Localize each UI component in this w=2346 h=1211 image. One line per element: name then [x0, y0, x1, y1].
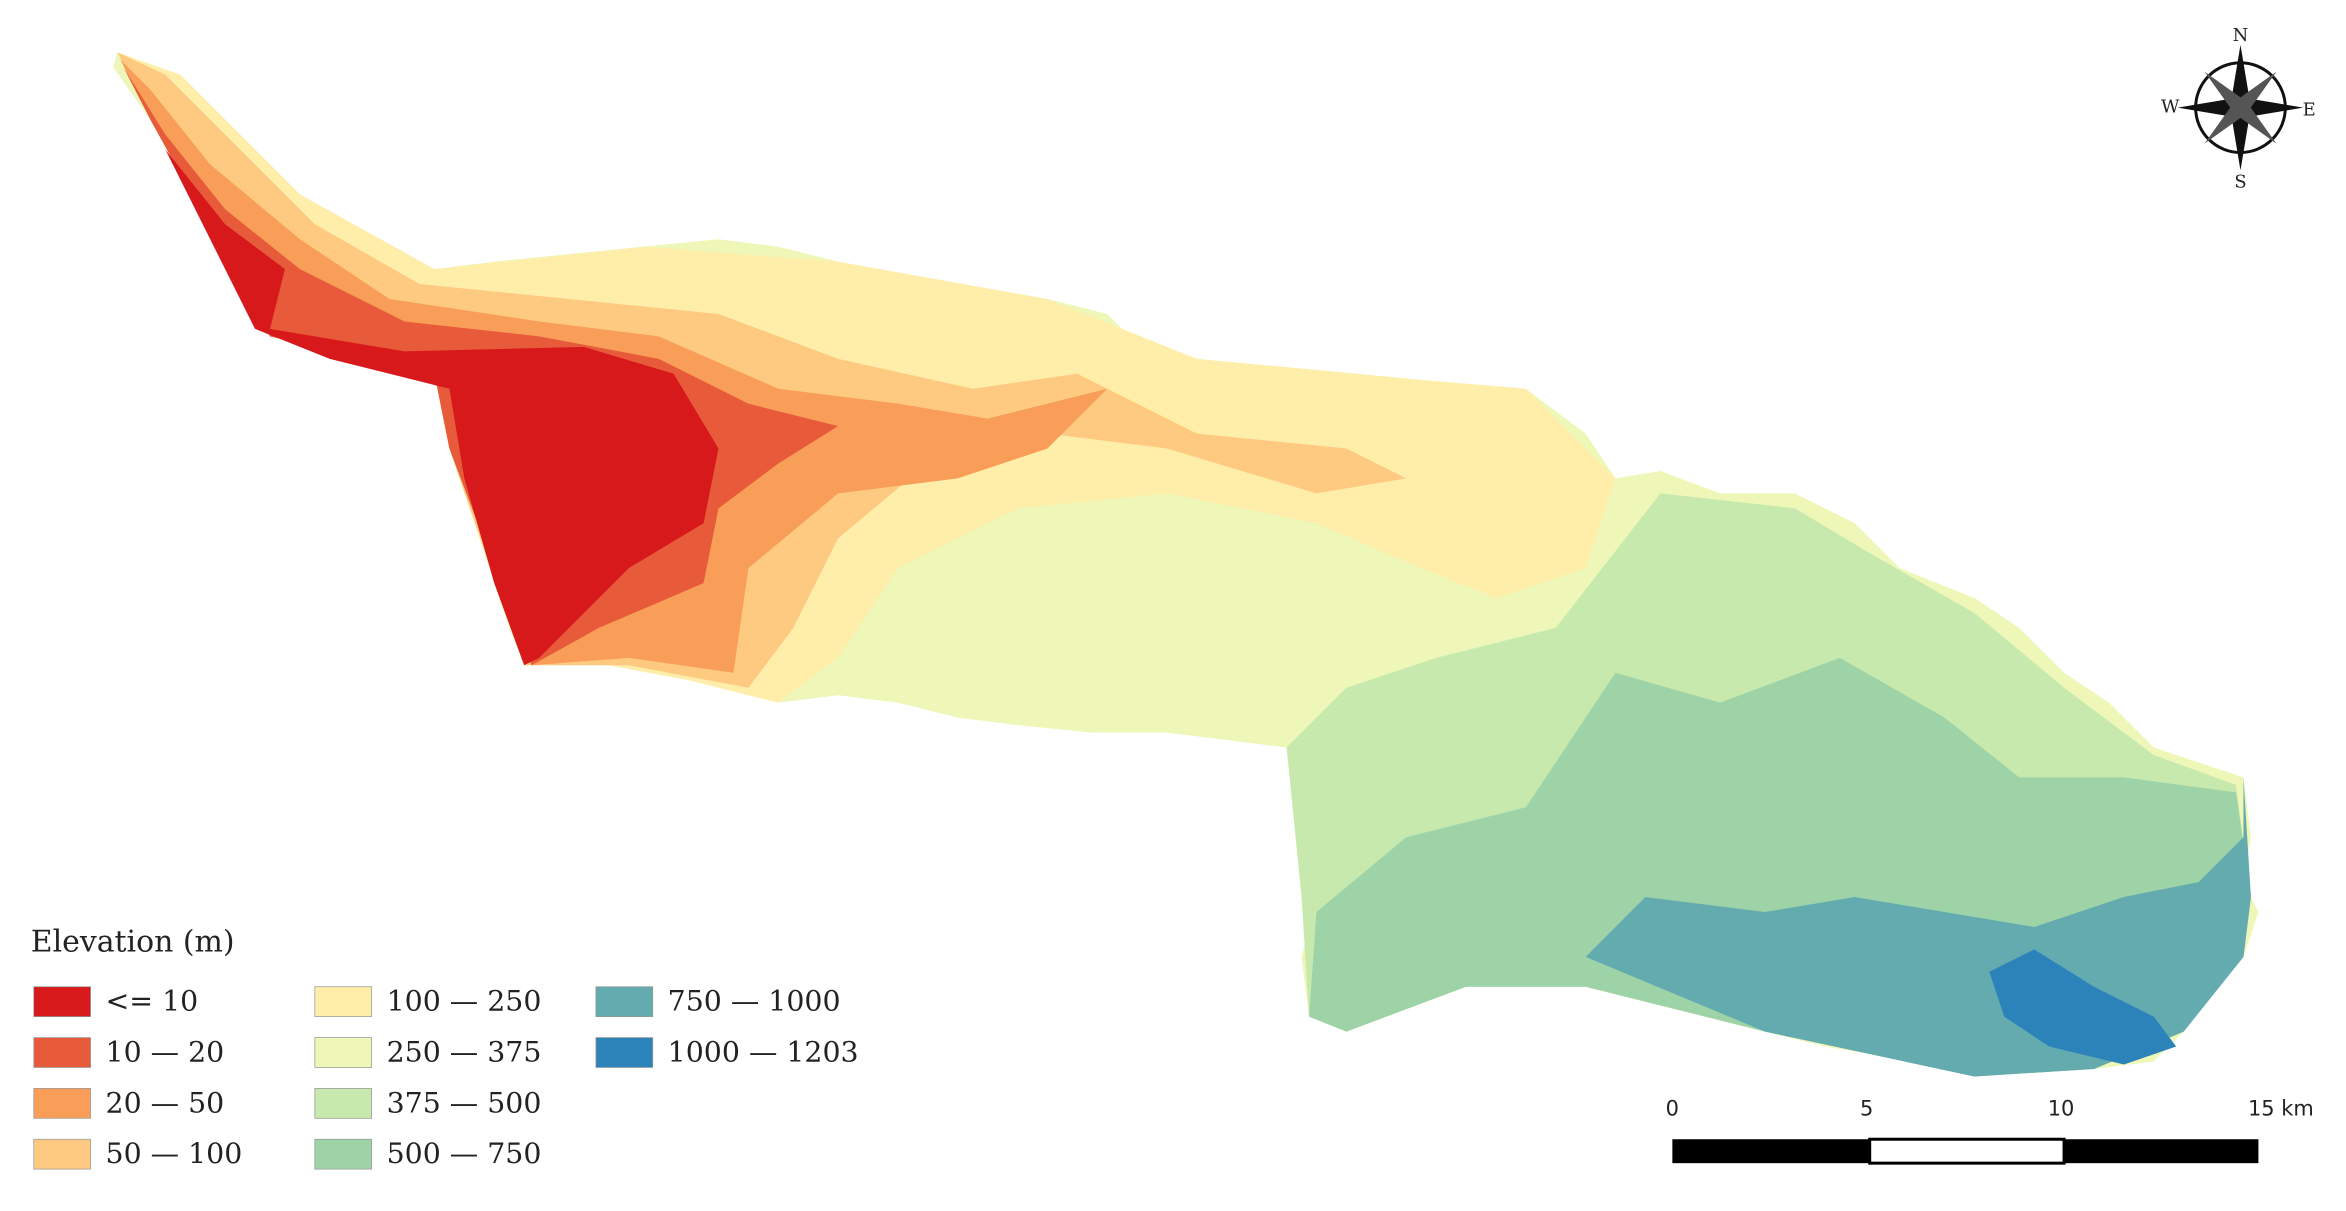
scale-label: 5 [1860, 1096, 1873, 1120]
legend-label: 500 — 750 [387, 1137, 542, 1170]
scale-label: 0 [1666, 1096, 1679, 1120]
legend-swatch [595, 986, 654, 1018]
legend-label: 10 — 20 [106, 1036, 225, 1069]
legend-swatch [33, 986, 91, 1018]
elevation-1000-1203 [1989, 949, 2177, 1065]
scale-label: 15 km [2248, 1096, 2314, 1120]
scale-bar [1672, 1137, 2259, 1165]
legend-swatch [314, 1138, 373, 1170]
watershed [113, 52, 2259, 1077]
legend-label: 250 — 375 [387, 1036, 542, 1069]
compass-west: W [2161, 97, 2180, 118]
compass-north: N [2233, 25, 2249, 46]
legend-swatch [314, 1037, 373, 1068]
legend-label: <= 10 [106, 985, 199, 1018]
legend-swatch [314, 986, 373, 1018]
scale-segment [2064, 1139, 2259, 1164]
elevation-50-100 [117, 52, 1407, 688]
legend-swatch [33, 1088, 91, 1119]
compass-rose: N E S W [2161, 25, 2316, 193]
compass-east: E [2303, 100, 2316, 121]
elevation-0-10 [127, 74, 719, 666]
legend-label: 20 — 50 [106, 1086, 225, 1119]
scale-segment [1868, 1137, 2066, 1165]
legend-label: 1000 — 1203 [668, 1036, 859, 1069]
legend-title: Elevation (m) [31, 924, 235, 959]
legend-swatch [33, 1138, 91, 1170]
compass-star-diagonal [2204, 71, 2277, 144]
scale-segment [1672, 1139, 1870, 1164]
legend-swatch [33, 1037, 91, 1068]
compass-south: S [2234, 171, 2246, 192]
legend-label: 100 — 250 [387, 985, 542, 1018]
legend-label: 375 — 500 [387, 1086, 542, 1119]
legend-swatch [595, 1037, 654, 1068]
legend-label: 750 — 1000 [668, 985, 841, 1018]
legend-swatch [314, 1088, 373, 1119]
legend-label: 50 — 100 [106, 1137, 243, 1170]
scale-label: 10 [2048, 1096, 2075, 1120]
